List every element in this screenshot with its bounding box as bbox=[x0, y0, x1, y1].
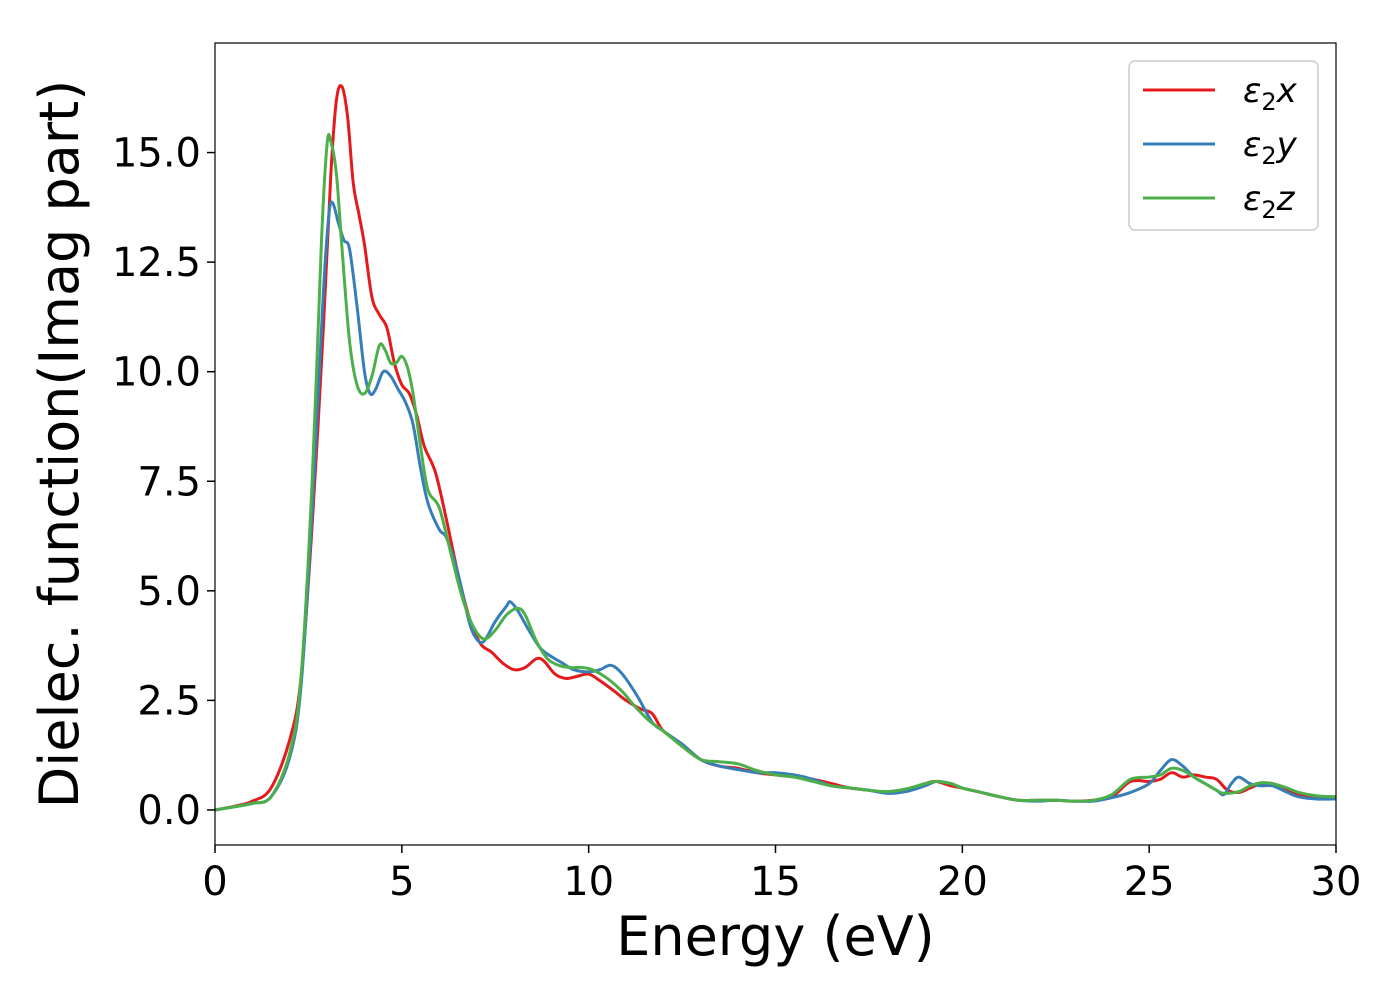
legend-label-variable: x bbox=[1276, 71, 1298, 111]
legend-label-variable: y bbox=[1276, 125, 1298, 165]
x-tick-label: 10 bbox=[563, 859, 614, 905]
legend-label: ε2y bbox=[1243, 125, 1298, 170]
series-line-1 bbox=[215, 84, 1336, 812]
y-tick-label: 7.5 bbox=[137, 459, 201, 505]
legend-label-subscript: 2 bbox=[1261, 88, 1276, 116]
legend-label-subscript: 2 bbox=[1261, 142, 1276, 170]
y-tick-label: 0.0 bbox=[137, 788, 201, 834]
legend-label-base: ε bbox=[1243, 179, 1261, 219]
series-layer bbox=[215, 84, 1336, 812]
x-tick-label: 5 bbox=[389, 859, 414, 905]
y-axis-ticks: 0.0 2.5 5.0 7.5 10.0 12.5 15.0 bbox=[112, 131, 215, 834]
legend-label-base: ε bbox=[1243, 71, 1261, 111]
y-tick-label: 12.5 bbox=[112, 240, 201, 286]
legend-label-variable: z bbox=[1276, 179, 1296, 219]
y-tick-label: 15.0 bbox=[112, 131, 201, 177]
legend-box bbox=[1128, 60, 1319, 231]
legend-label: ε2x bbox=[1243, 71, 1298, 116]
x-tick-label: 20 bbox=[937, 859, 988, 905]
legend-label-subscript: 2 bbox=[1261, 196, 1276, 224]
x-tick-label: 0 bbox=[202, 859, 227, 905]
x-tick-label: 30 bbox=[1311, 859, 1362, 905]
series-line-3 bbox=[215, 133, 1336, 812]
x-tick-label: 15 bbox=[750, 859, 801, 905]
x-axis-ticks: 0 5 10 15 20 25 30 bbox=[202, 845, 1361, 905]
legend-label-base: ε bbox=[1243, 125, 1261, 165]
series-line-2 bbox=[215, 200, 1336, 812]
y-tick-label: 10.0 bbox=[112, 350, 201, 396]
y-axis-title: Dielec. function(Imag part) bbox=[28, 80, 91, 809]
y-tick-label: 2.5 bbox=[137, 678, 201, 724]
y-tick-label: 5.0 bbox=[137, 569, 201, 615]
legend-label: ε2z bbox=[1243, 179, 1296, 224]
x-tick-label: 25 bbox=[1124, 859, 1175, 905]
x-axis-title: Energy (eV) bbox=[616, 905, 935, 968]
